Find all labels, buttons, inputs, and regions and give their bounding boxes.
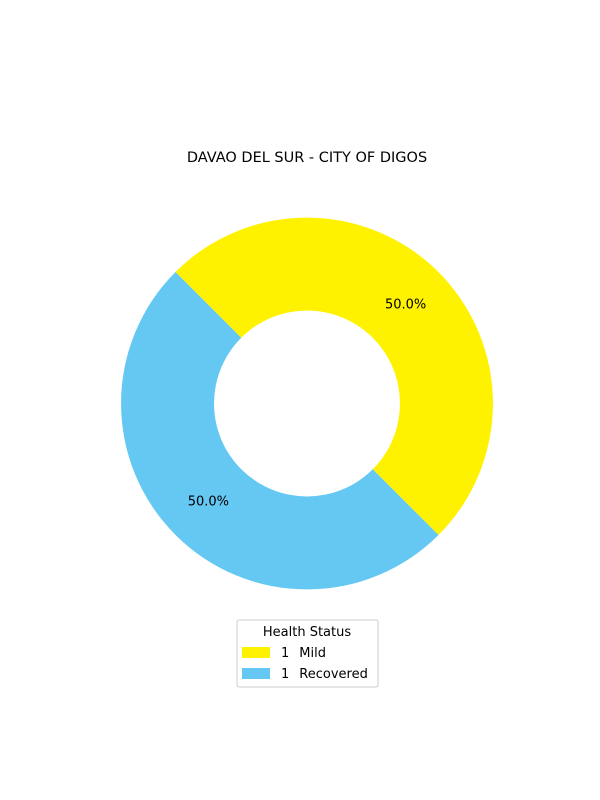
legend-label-mild: 1 Mild: [281, 646, 326, 661]
legend-name: Recovered: [299, 667, 368, 682]
donut-slices: [121, 217, 493, 590]
legend-title: Health Status: [263, 625, 351, 640]
legend-frame: [236, 619, 379, 688]
legend-swatch-recovered: [242, 668, 270, 679]
slice-mild: [175, 217, 493, 536]
chart-title: DAVAO DEL SUR - CITY OF DIGOS: [187, 150, 427, 166]
legend-items: 1 Mild 1 Recovered: [242, 646, 368, 682]
legend-swatch-mild: [242, 647, 270, 658]
legend-name: Mild: [299, 646, 326, 661]
percent-label-mild: 50.0%: [385, 297, 426, 312]
legend-count: 1: [281, 667, 289, 682]
legend-count: 1: [281, 646, 289, 661]
percent-label-recovered: 50.0%: [188, 495, 229, 510]
legend: Health Status 1 Mild 1 Recovered: [236, 619, 379, 688]
percent-labels: 50.0% 50.0%: [188, 297, 427, 509]
slice-recovered: [121, 271, 439, 590]
legend-label-recovered: 1 Recovered: [281, 667, 368, 682]
